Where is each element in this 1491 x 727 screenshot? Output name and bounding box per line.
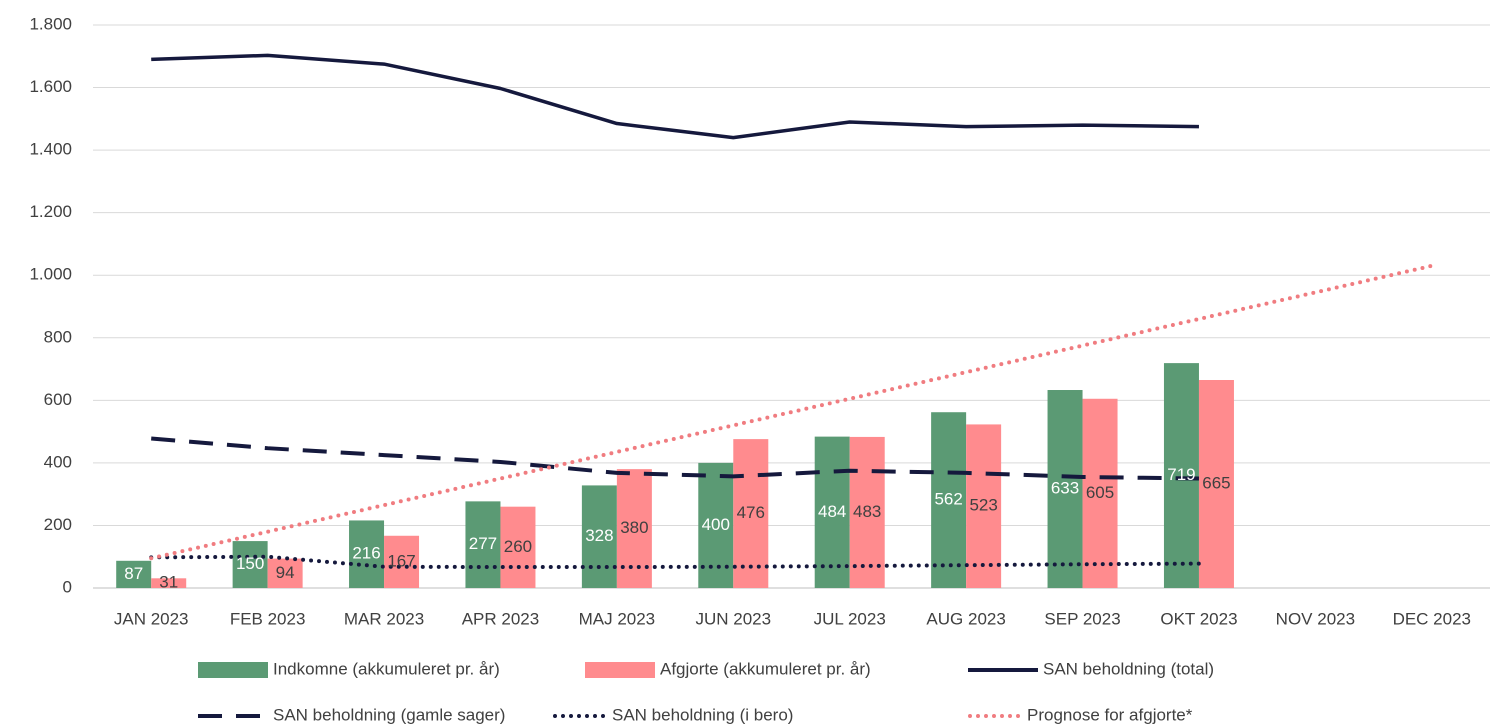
y-tick-label: 1.000 xyxy=(29,265,72,284)
data-label: 167 xyxy=(387,551,415,570)
legend-swatch xyxy=(585,662,655,678)
bar xyxy=(151,578,187,588)
x-tick-label: FEB 2023 xyxy=(230,609,306,628)
y-tick-label: 1.800 xyxy=(29,14,72,33)
x-tick-label: MAJ 2023 xyxy=(579,609,656,628)
x-tick-label: MAR 2023 xyxy=(344,609,424,628)
y-tick-label: 0 xyxy=(63,577,72,596)
data-label: 277 xyxy=(469,534,497,553)
line-series xyxy=(151,53,1199,140)
data-label: 31 xyxy=(159,573,178,592)
y-tick-label: 1.200 xyxy=(29,202,72,221)
legend-label: Prognose for afgjorte* xyxy=(1027,705,1193,724)
data-label: 719 xyxy=(1167,465,1195,484)
x-tick-label: JUL 2023 xyxy=(814,609,886,628)
data-label: 484 xyxy=(818,502,846,521)
x-tick-label: JUN 2023 xyxy=(695,609,771,628)
x-tick-label: NOV 2023 xyxy=(1276,609,1355,628)
y-tick-label: 1.400 xyxy=(29,140,72,159)
line-series xyxy=(149,554,1201,570)
bar xyxy=(500,506,536,588)
data-label: 216 xyxy=(352,544,380,563)
data-label: 87 xyxy=(124,564,143,583)
bar xyxy=(384,535,420,588)
legend-label: SAN beholdning (total) xyxy=(1043,659,1214,678)
bar xyxy=(1163,363,1199,588)
legend-label: SAN beholdning (gamle sager) xyxy=(273,705,505,724)
data-label: 260 xyxy=(504,537,532,556)
data-label: 380 xyxy=(620,518,648,537)
y-tick-label: 400 xyxy=(44,452,72,471)
bar xyxy=(1198,380,1234,588)
bar xyxy=(465,501,501,588)
y-tick-label: 200 xyxy=(44,515,72,534)
bar xyxy=(733,439,769,588)
bar xyxy=(232,541,268,588)
legend-label: Afgjorte (akkumuleret pr. år) xyxy=(660,659,871,678)
x-tick-label: DEC 2023 xyxy=(1393,609,1471,628)
bar xyxy=(814,436,850,588)
x-tick-label: APR 2023 xyxy=(462,609,540,628)
y-tick-label: 800 xyxy=(44,327,72,346)
x-tick-label: JAN 2023 xyxy=(114,609,189,628)
data-label: 562 xyxy=(934,490,962,509)
data-label: 150 xyxy=(236,554,264,573)
bar xyxy=(1047,390,1083,588)
bar xyxy=(349,520,385,588)
y-tick-label: 600 xyxy=(44,390,72,409)
data-label: 476 xyxy=(737,503,765,522)
legend-label: SAN beholdning (i bero) xyxy=(612,705,793,724)
data-label: 605 xyxy=(1086,483,1114,502)
line-series xyxy=(149,263,1434,561)
y-tick-label: 1.600 xyxy=(29,77,72,96)
bar xyxy=(267,558,303,588)
legend-label: Indkomne (akkumuleret pr. år) xyxy=(273,659,500,678)
data-label: 328 xyxy=(585,526,613,545)
bar xyxy=(849,436,885,588)
data-label: 523 xyxy=(969,496,997,515)
bar xyxy=(1082,398,1118,588)
x-tick-label: SEP 2023 xyxy=(1044,609,1120,628)
bar xyxy=(931,412,967,588)
x-tick-label: AUG 2023 xyxy=(926,609,1005,628)
data-label: 400 xyxy=(702,515,730,534)
bar xyxy=(966,424,1002,588)
bar xyxy=(116,560,152,588)
line-series xyxy=(151,436,1199,481)
bar xyxy=(581,485,617,588)
data-label: 483 xyxy=(853,502,881,521)
x-tick-label: OKT 2023 xyxy=(1160,609,1237,628)
data-label: 633 xyxy=(1051,478,1079,497)
legend-swatch xyxy=(198,662,268,678)
data-label: 94 xyxy=(276,563,295,582)
data-label: 665 xyxy=(1202,473,1230,492)
